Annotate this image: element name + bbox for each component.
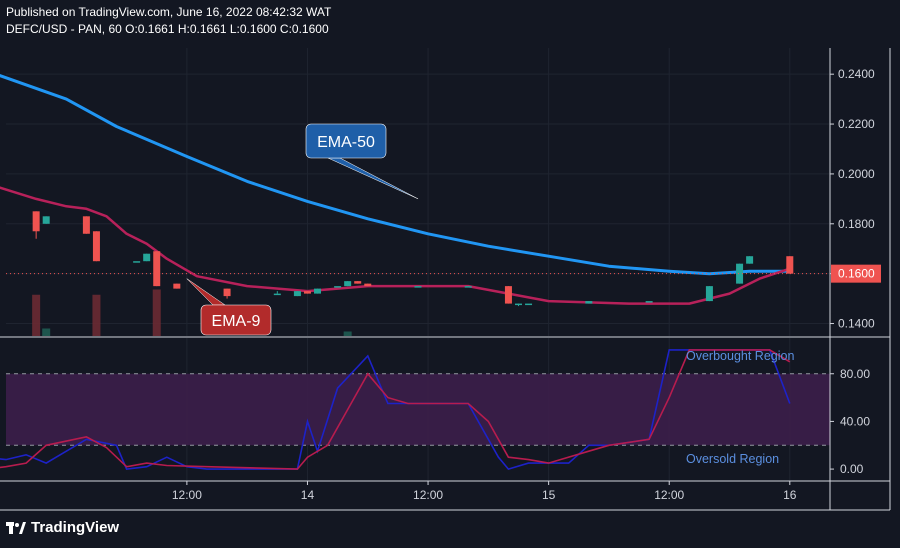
ema-line-9	[0, 186, 791, 305]
candle-body	[354, 281, 362, 284]
candle-body	[303, 291, 311, 294]
rsi-tick-label: 80.00	[840, 367, 870, 381]
candle-body	[92, 231, 100, 262]
last-price-label: 0.1600	[838, 267, 875, 281]
candle-body	[514, 303, 522, 306]
candle-body	[746, 256, 754, 264]
time-tick-label: 16	[783, 488, 797, 502]
price-tick-label: 0.2000	[838, 167, 875, 181]
published-info: Published on TradingView.com, June 16, 2…	[6, 5, 332, 19]
last-price-tag	[831, 264, 881, 283]
candle-body	[82, 216, 90, 234]
candle-body	[414, 286, 422, 288]
rsi-band	[6, 373, 830, 446]
candle-body	[334, 286, 342, 288]
brand-name: TradingView	[31, 519, 120, 536]
time-tick-label: 14	[301, 488, 315, 502]
candle-body	[786, 256, 794, 274]
candle-body	[173, 283, 181, 289]
time-tick-label: 15	[542, 488, 556, 502]
oversold-label: Oversold Region	[686, 452, 779, 466]
price-tick-label: 0.2200	[838, 117, 875, 131]
candle-body	[293, 291, 301, 297]
rsi-line-2	[0, 349, 791, 470]
candle-body	[645, 301, 653, 303]
time-tick-label: 12:00	[172, 488, 202, 502]
tradingview-brand[interactable]: TradingView	[6, 519, 119, 536]
ema50-callout-box	[305, 123, 387, 159]
rsi-tick-label: 40.00	[840, 414, 870, 428]
candle-body	[133, 261, 141, 263]
candle-body	[32, 211, 40, 232]
candle-body	[153, 251, 161, 287]
ema9-callout-box	[200, 304, 272, 336]
tradingview-logo-icon	[6, 521, 26, 534]
time-tick-label: 12:00	[413, 488, 443, 502]
candle-body	[585, 301, 593, 304]
candle-body	[42, 216, 50, 224]
volume-bar	[343, 331, 352, 336]
volume-bar	[152, 289, 161, 336]
candle-body	[705, 286, 713, 302]
candle-body	[364, 283, 372, 287]
price-tick-label: 0.1400	[838, 317, 875, 331]
candle-body	[314, 288, 322, 294]
candle-body	[464, 286, 472, 288]
candle-body	[736, 263, 744, 284]
rsi-tick-label: 0.00	[840, 462, 864, 476]
ema50-callout-label: EMA-50	[317, 134, 375, 151]
candle-body	[525, 303, 533, 306]
time-tick-label: 12:00	[654, 488, 684, 502]
symbol-ohlc-line: DEFC/USD - PAN, 60 O:0.1661 H:0.1661 L:0…	[6, 22, 329, 36]
candle-body	[344, 281, 352, 287]
volume-bar	[92, 294, 101, 336]
overbought-label: Overbought Region	[686, 349, 794, 363]
price-tick-label: 0.2400	[838, 67, 875, 81]
volume-bar	[32, 294, 41, 336]
candle-body	[143, 253, 151, 262]
ema-line-50	[0, 74, 790, 276]
candle-body	[273, 293, 281, 296]
ema9-callout-label: EMA-9	[212, 313, 261, 330]
candle-body	[223, 288, 231, 297]
price-tick-label: 0.1800	[838, 217, 875, 231]
volume-bar	[42, 328, 51, 336]
main-pane	[6, 48, 830, 336]
candle-body	[504, 286, 512, 304]
